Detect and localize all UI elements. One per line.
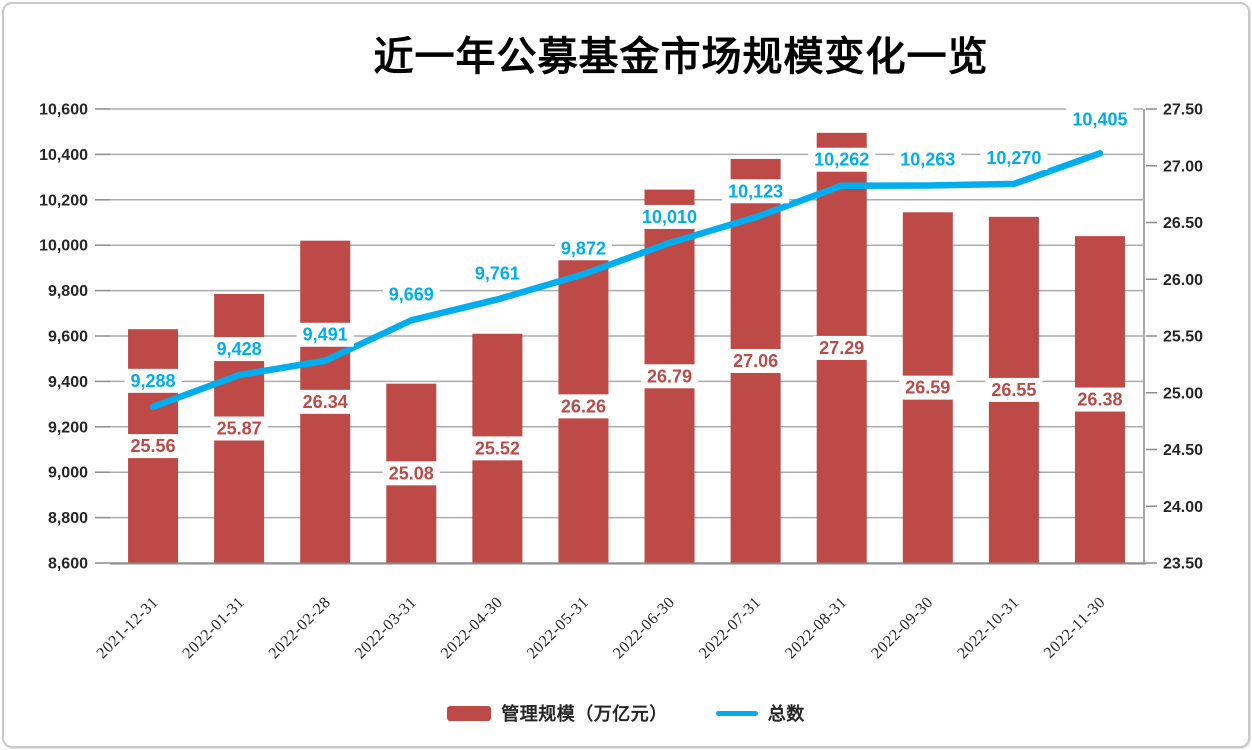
line-value-label-background: [808, 147, 876, 172]
legend-bar-swatch-icon: [447, 705, 492, 721]
right-axis-tick-label: 26.50: [1163, 215, 1203, 232]
right-axis-tick-label: 27.50: [1163, 102, 1203, 119]
bar-value-label-background: [727, 348, 785, 373]
legend: 管理规模（万亿元） 总数: [0, 700, 1252, 726]
bar-value-label-background: [985, 377, 1043, 402]
bar-value-label: 26.55: [991, 380, 1036, 400]
bar-value-label-background: [382, 461, 440, 486]
legend-line-swatch-icon: [715, 710, 758, 716]
line-value-label-background: [296, 322, 354, 347]
x-axis-category-label: 2022-06-30: [610, 594, 678, 662]
bar-value-label: 26.38: [1077, 390, 1122, 410]
legend-bar-label: 管理规模（万亿元）: [501, 704, 668, 724]
right-axis-tick-label: 26.00: [1163, 272, 1203, 289]
line-value-label: 9,491: [303, 325, 348, 345]
left-axis-tick-label: 9,400: [48, 374, 88, 391]
total-line: [149, 150, 1104, 411]
x-axis-category-label: 2022-11-30: [1041, 594, 1109, 662]
x-axis-category-label: 2022-02-28: [266, 594, 334, 662]
left-axis-tick-label: 9,800: [48, 283, 88, 300]
right-axis-tick-label: 25.00: [1163, 385, 1203, 402]
left-axis-tick-label: 8,800: [48, 510, 88, 527]
bar-value-label: 27.06: [733, 351, 778, 371]
right-axis-tick-label: 24.50: [1163, 442, 1203, 459]
line-value-label: 9,288: [131, 371, 176, 391]
bar-value-label: 26.59: [905, 378, 950, 398]
bar-value-label: 25.52: [475, 438, 520, 458]
line-value-label-background: [554, 236, 612, 261]
x-axis-category-label: 2022-09-30: [868, 594, 936, 662]
bar-value-label-background: [210, 416, 268, 441]
bar-value-label-background: [124, 434, 182, 459]
bar-value-label-background: [554, 394, 612, 419]
right-axis-tick-label: 27.00: [1163, 158, 1203, 175]
left-axis-tick-label: 9,600: [48, 329, 88, 346]
line-value-label: 9,669: [389, 284, 434, 304]
line-value-label: 10,010: [642, 207, 697, 227]
line-value-label: 10,263: [900, 149, 955, 169]
line-value-label: 9,428: [217, 339, 262, 359]
line-value-label-background: [1066, 107, 1134, 132]
x-axis-category-label: 2021-12-31: [94, 594, 162, 662]
bar-value-label: 26.26: [561, 396, 606, 416]
left-axis-tick-label: 8,600: [48, 556, 88, 573]
x-axis-category-label: 2022-10-31: [954, 594, 1022, 662]
left-axis-tick-label: 10,400: [39, 147, 88, 164]
right-axis-tick-label: 23.50: [1163, 556, 1203, 573]
x-axis-category-label: 2022-07-31: [696, 594, 764, 662]
bar-value-label-background: [641, 364, 699, 389]
chart-title: 近一年公募基金市场规模变化一览: [373, 35, 989, 79]
line-value-label-background: [210, 337, 268, 362]
bar-value-label-background: [899, 375, 957, 400]
bar-value-label: 25.56: [131, 436, 176, 456]
line-value-label: 10,262: [814, 150, 869, 170]
legend-line-label: 总数: [767, 704, 805, 724]
right-axis-tick-label: 24.00: [1163, 499, 1203, 516]
left-axis-tick-label: 10,000: [39, 238, 88, 255]
bar-value-label-background: [1071, 387, 1129, 412]
x-axis-category-label: 2022-04-30: [438, 594, 506, 662]
bar-value-label: 27.29: [819, 338, 864, 358]
line-value-label-background: [382, 282, 440, 307]
bar-value-label: 25.08: [389, 463, 434, 483]
left-axis-tick-label: 10,600: [39, 102, 88, 119]
line-value-label-background: [468, 261, 526, 286]
bar-value-label: 26.34: [303, 392, 348, 412]
x-axis-category-label: 2022-03-31: [352, 594, 420, 662]
x-axis-category-label: 2022-01-31: [180, 594, 248, 662]
bar-value-label-background: [468, 436, 526, 461]
x-axis-category-label: 2022-05-31: [524, 594, 592, 662]
line-value-label-background: [722, 179, 790, 204]
right-axis-tick-label: 25.50: [1163, 329, 1203, 346]
bar-value-label: 25.87: [217, 419, 262, 439]
bar-value-label-background: [813, 335, 871, 360]
left-axis-tick-label: 9,200: [48, 419, 88, 436]
line-value-label-background: [636, 204, 704, 229]
left-axis-tick-label: 9,000: [48, 465, 88, 482]
bar-value-label-background: [296, 389, 354, 414]
line-value-label: 9,761: [475, 263, 520, 283]
left-axis-tick-label: 10,200: [39, 192, 88, 209]
line-value-label: 10,405: [1072, 109, 1127, 129]
line-value-label-background: [124, 368, 182, 393]
line-value-label-background: [894, 147, 962, 172]
line-value-label: 9,872: [561, 238, 606, 258]
bar-value-label: 26.79: [647, 366, 692, 386]
line-value-label: 10,270: [986, 148, 1041, 168]
line-value-label-background: [980, 145, 1048, 170]
x-axis-category-label: 2022-08-31: [782, 594, 850, 662]
line-value-label: 10,123: [728, 181, 783, 201]
